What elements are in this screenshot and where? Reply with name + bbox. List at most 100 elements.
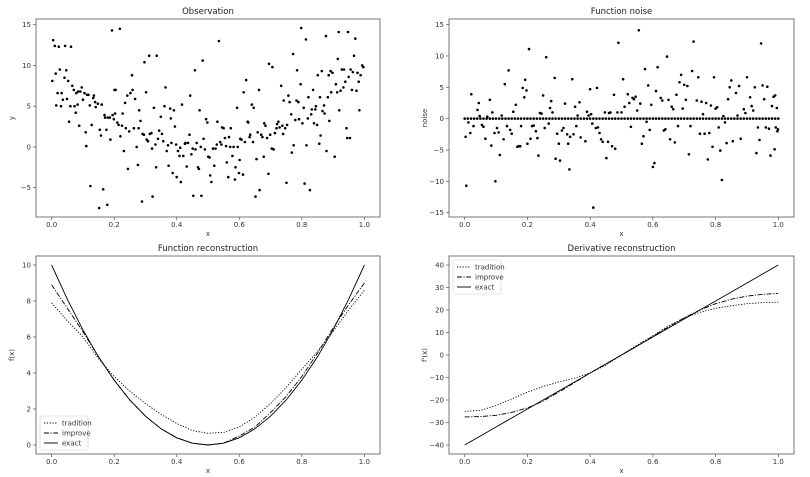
data-point bbox=[248, 135, 251, 139]
data-point bbox=[238, 158, 241, 162]
data-point bbox=[227, 135, 231, 139]
data-point bbox=[257, 88, 261, 92]
data-point bbox=[210, 180, 213, 184]
data-point bbox=[521, 86, 524, 90]
y-tick-label: −20 bbox=[429, 397, 444, 405]
data-point bbox=[544, 55, 548, 59]
data-point bbox=[318, 95, 322, 99]
series-line-improve bbox=[51, 282, 365, 446]
data-point bbox=[325, 149, 328, 153]
subplot-observation: 0.0 0.2 0.4 0.6 0.8 1.0 −5 0 5 10 15 Observation x y bbox=[8, 7, 381, 238]
data-point bbox=[500, 114, 504, 117]
data-point bbox=[150, 131, 153, 135]
data-point bbox=[278, 126, 281, 129]
data-point bbox=[516, 117, 520, 120]
data-point bbox=[742, 117, 746, 120]
data-point bbox=[720, 178, 724, 182]
data-point bbox=[543, 126, 546, 130]
data-point bbox=[532, 124, 535, 127]
data-point bbox=[58, 68, 62, 71]
data-point bbox=[554, 117, 557, 120]
data-point bbox=[493, 131, 496, 135]
data-point bbox=[120, 124, 124, 127]
data-point bbox=[100, 103, 103, 106]
legend-label-tradition: tradition bbox=[62, 420, 92, 428]
data-point bbox=[635, 109, 639, 112]
data-point bbox=[173, 125, 177, 128]
data-point bbox=[322, 104, 326, 107]
data-point bbox=[152, 106, 156, 110]
data-point bbox=[305, 144, 308, 147]
legend-label-exact: exact bbox=[62, 440, 81, 448]
x-axis-label: x bbox=[619, 230, 623, 238]
data-point bbox=[770, 117, 774, 120]
data-point bbox=[344, 80, 347, 83]
data-point bbox=[512, 110, 515, 113]
data-point bbox=[94, 105, 97, 109]
data-point bbox=[342, 68, 346, 71]
data-point bbox=[773, 117, 777, 120]
data-point bbox=[485, 117, 488, 120]
chart-title: Function reconstruction bbox=[158, 244, 258, 254]
data-point bbox=[526, 142, 529, 145]
data-point bbox=[315, 123, 319, 127]
data-point bbox=[302, 106, 306, 110]
data-point bbox=[488, 98, 492, 102]
data-point bbox=[232, 145, 235, 149]
data-point bbox=[143, 60, 146, 64]
data-point bbox=[706, 158, 710, 161]
y-axis-label: noise bbox=[421, 109, 429, 128]
data-point bbox=[155, 54, 158, 57]
data-point bbox=[472, 117, 476, 120]
data-point bbox=[484, 137, 487, 140]
chart-title: Function noise bbox=[591, 7, 652, 17]
data-point bbox=[498, 153, 502, 157]
data-point bbox=[336, 57, 340, 61]
data-point bbox=[758, 138, 761, 142]
data-point bbox=[291, 52, 295, 56]
data-point bbox=[537, 154, 540, 157]
data-point bbox=[264, 124, 267, 127]
data-point bbox=[186, 141, 190, 145]
data-point bbox=[217, 39, 221, 43]
legend-label-tradition: tradition bbox=[475, 264, 505, 272]
data-point bbox=[770, 104, 774, 108]
data-point bbox=[715, 106, 719, 109]
y-tick-label: 0 bbox=[27, 442, 31, 450]
data-point bbox=[287, 94, 290, 97]
data-point bbox=[92, 94, 96, 97]
data-point bbox=[297, 100, 300, 104]
data-point bbox=[634, 95, 637, 98]
data-point bbox=[318, 142, 321, 145]
data-point bbox=[601, 140, 604, 144]
data-point bbox=[338, 109, 341, 112]
data-point bbox=[191, 147, 194, 150]
data-point bbox=[766, 85, 769, 88]
data-point bbox=[147, 54, 151, 57]
x-tick-label: 0.6 bbox=[234, 458, 246, 466]
data-point bbox=[617, 117, 620, 120]
data-point bbox=[575, 124, 578, 128]
data-point bbox=[645, 117, 648, 120]
data-point bbox=[613, 117, 617, 120]
data-point bbox=[686, 84, 689, 88]
data-point bbox=[774, 126, 778, 129]
data-point bbox=[354, 37, 357, 40]
data-point bbox=[73, 104, 76, 108]
data-point bbox=[88, 104, 92, 107]
data-point bbox=[358, 109, 361, 112]
data-point bbox=[337, 30, 341, 34]
y-tick-label: 4 bbox=[27, 370, 32, 378]
data-point bbox=[700, 100, 703, 103]
data-point bbox=[334, 82, 338, 86]
data-point bbox=[748, 117, 752, 120]
data-point bbox=[659, 96, 662, 100]
data-point bbox=[259, 133, 263, 136]
data-point bbox=[151, 195, 154, 198]
data-point bbox=[275, 122, 279, 126]
data-point bbox=[755, 151, 758, 155]
data-point bbox=[154, 143, 157, 146]
data-point bbox=[279, 84, 283, 88]
data-point bbox=[91, 96, 95, 100]
data-point bbox=[154, 166, 158, 169]
